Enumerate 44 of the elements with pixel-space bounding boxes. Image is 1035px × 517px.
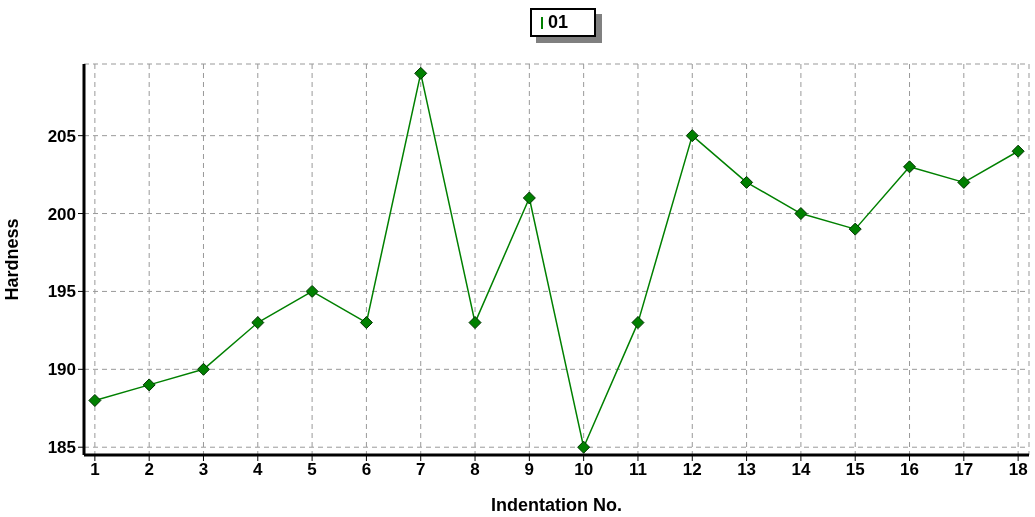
y-tick-label: 185 [47, 438, 76, 458]
y-tick-label: 200 [47, 204, 76, 224]
point [468, 316, 482, 330]
x-tick-label: 17 [954, 460, 974, 480]
y-axis-title: Hardness [2, 218, 23, 301]
point [1011, 144, 1025, 158]
x-tick-label: 14 [791, 460, 811, 480]
point [522, 191, 536, 205]
point [957, 175, 971, 189]
y-tick-label: 195 [47, 282, 76, 302]
y-tick-label: 205 [47, 126, 76, 146]
x-tick-label: 5 [307, 460, 317, 480]
x-tick-label: 7 [415, 460, 426, 480]
x-tick-label: 18 [1008, 460, 1028, 480]
x-tick-label: 9 [524, 460, 535, 480]
x-tick-label: 6 [361, 460, 372, 480]
x-tick-label: 1 [90, 460, 100, 480]
x-tick-label: 11 [628, 460, 647, 480]
x-tick-label: 13 [737, 460, 757, 480]
x-tick-label: 2 [144, 460, 154, 480]
x-tick-label: 4 [253, 460, 264, 480]
point [196, 362, 210, 376]
point [414, 66, 428, 80]
x-tick-label: 12 [682, 460, 702, 480]
x-tick-label: 16 [900, 460, 919, 480]
x-tick-label: 15 [845, 460, 865, 480]
point [251, 316, 265, 330]
point [794, 207, 808, 221]
legend-label: 01 [548, 12, 569, 33]
point [359, 316, 373, 330]
point [685, 129, 699, 143]
x-tick-label: 10 [574, 460, 594, 480]
point [631, 316, 645, 330]
x-axis-title: Indentation No. [491, 495, 622, 515]
point [305, 284, 319, 298]
point [88, 393, 102, 407]
point [740, 175, 754, 189]
point [142, 378, 156, 392]
y-tick-label: 190 [47, 360, 76, 380]
point [577, 440, 591, 454]
point [848, 222, 862, 236]
x-tick-label: 3 [198, 460, 209, 480]
point [903, 160, 917, 174]
x-tick-label: 8 [470, 460, 480, 480]
